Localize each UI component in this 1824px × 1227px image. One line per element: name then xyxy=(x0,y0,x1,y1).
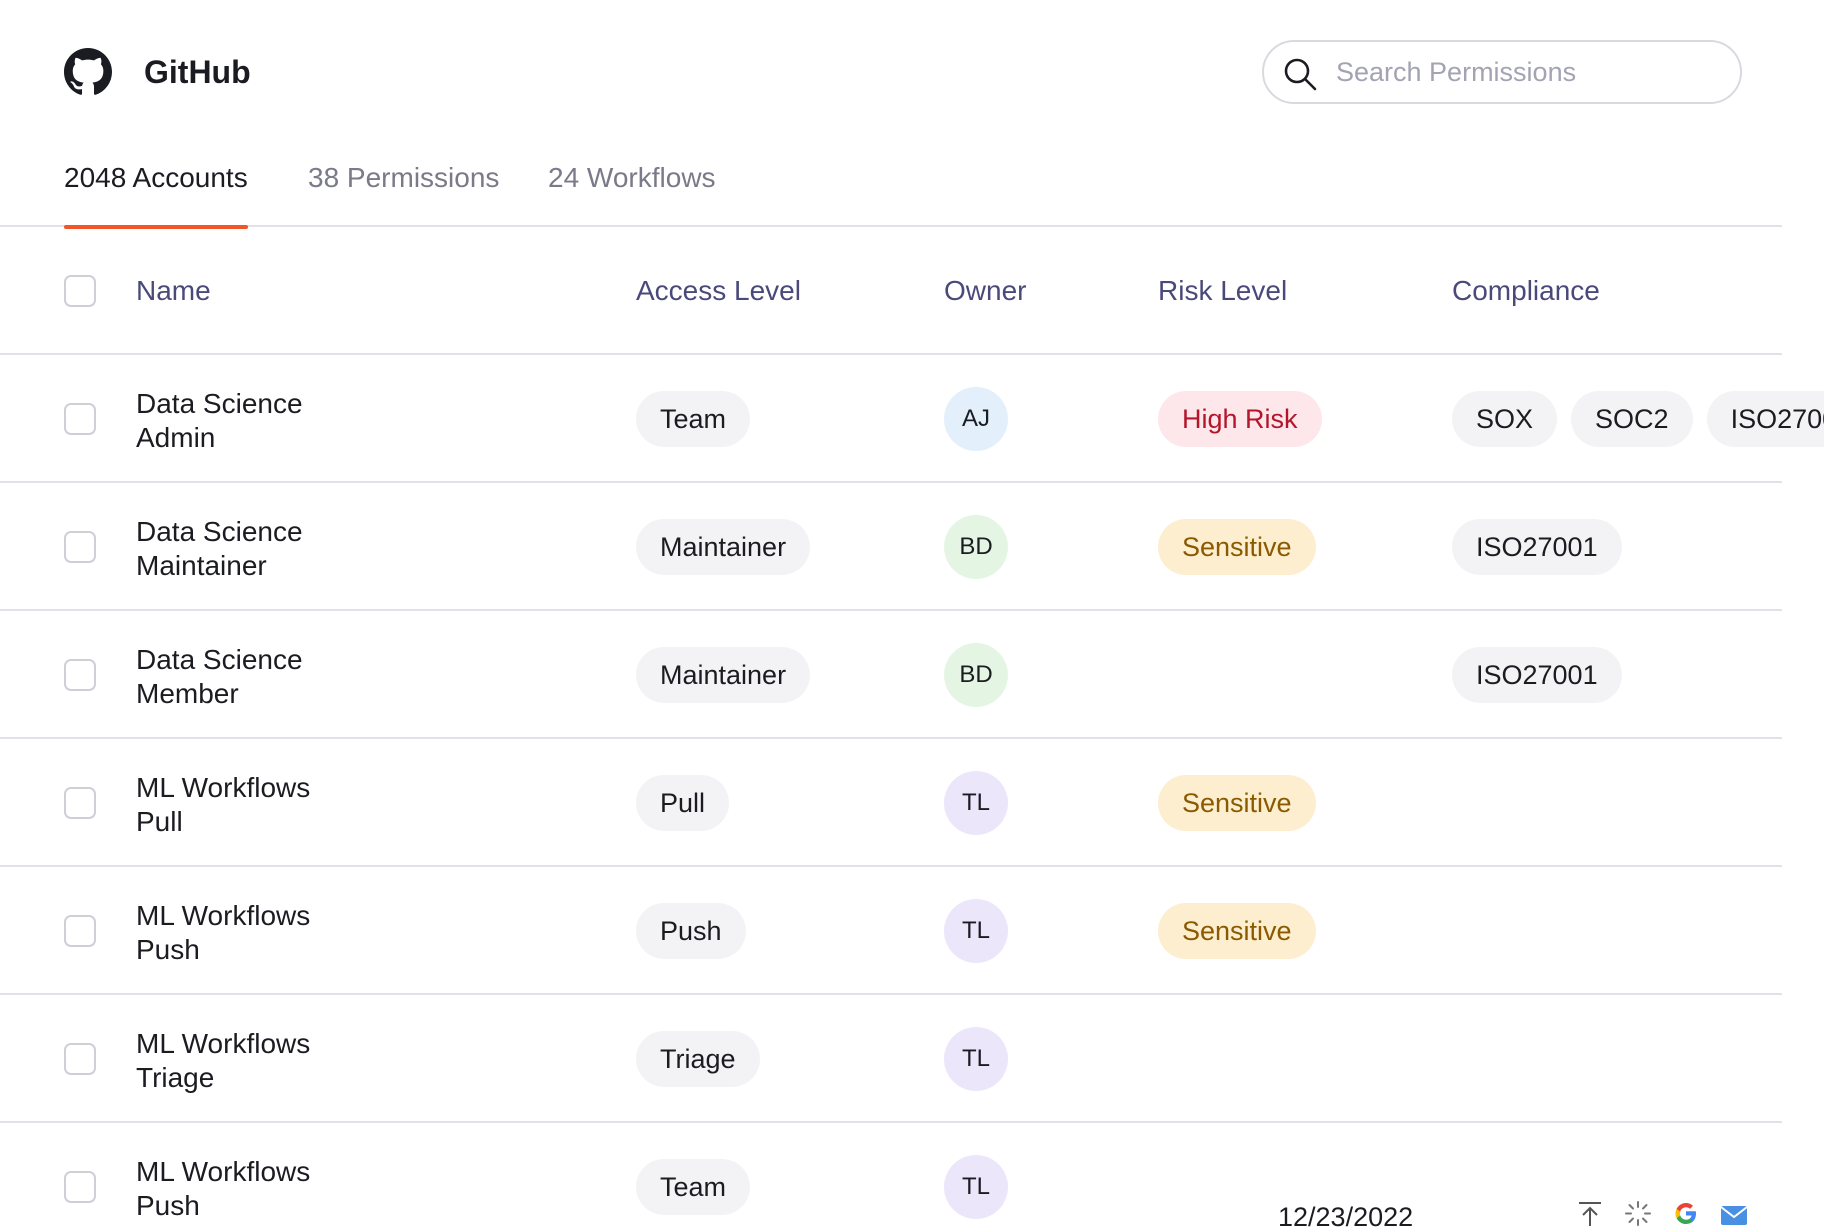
row-checkbox[interactable] xyxy=(64,403,96,435)
table-row[interactable]: Data Science Member Maintainer BD ISO270… xyxy=(0,611,1782,739)
account-name: Data Science Member xyxy=(136,643,303,711)
footer-date: 12/23/2022 xyxy=(1278,1202,1414,1227)
account-name: ML Workflows Push xyxy=(136,899,310,967)
search-input[interactable] xyxy=(1336,52,1726,92)
row-checkbox[interactable] xyxy=(64,915,96,947)
owner-avatar[interactable]: AJ xyxy=(944,387,1008,451)
search-box[interactable] xyxy=(1262,40,1742,104)
tab-permissions[interactable]: 38 Permissions xyxy=(308,162,500,193)
access-level-badge: Team xyxy=(636,391,751,447)
owner-avatar[interactable]: TL xyxy=(944,899,1008,963)
owner-avatar[interactable]: BD xyxy=(944,643,1008,707)
risk-badge-high: High Risk xyxy=(1158,391,1322,447)
table-row[interactable]: ML Workflows Triage Triage TL xyxy=(0,995,1782,1123)
table-row[interactable]: Data Science Admin Team AJ High Risk SOX… xyxy=(0,355,1824,483)
compliance-tag: ISO27001 xyxy=(1452,647,1622,703)
row-checkbox[interactable] xyxy=(64,1171,96,1203)
compliance-tags: ISO27001 xyxy=(1452,519,1636,575)
row-checkbox[interactable] xyxy=(64,1043,96,1075)
account-name: Data Science Admin xyxy=(136,387,303,455)
header: GitHub xyxy=(0,0,1824,140)
account-name-line2: Member xyxy=(136,678,239,709)
compliance-tag: SOC2 xyxy=(1571,391,1693,447)
column-header-name[interactable]: Name xyxy=(136,275,211,306)
column-header-access-level[interactable]: Access Level xyxy=(636,275,801,306)
owner-avatar[interactable]: TL xyxy=(944,771,1008,835)
account-name-line1: Data Science xyxy=(136,516,303,547)
account-name-line2: Push xyxy=(136,1190,200,1221)
table-row[interactable]: ML Workflows Push Team TL xyxy=(0,1123,1782,1227)
access-level-badge: Pull xyxy=(636,775,730,831)
column-header-risk-level[interactable]: Risk Level xyxy=(1158,275,1288,306)
compliance-tag: ISO27001 xyxy=(1452,519,1622,575)
risk-badge-sensitive: Sensitive xyxy=(1158,519,1316,575)
owner-avatar[interactable]: TL xyxy=(944,1155,1008,1219)
compliance-tags: ISO27001 xyxy=(1452,647,1636,703)
account-name: Data Science Maintainer xyxy=(136,515,303,583)
account-name: ML Workflows Pull xyxy=(136,771,310,839)
access-level-badge: Triage xyxy=(636,1031,760,1087)
row-checkbox[interactable] xyxy=(64,659,96,691)
row-checkbox[interactable] xyxy=(64,787,96,819)
access-level-badge: Maintainer xyxy=(636,647,811,703)
risk-badge-sensitive: Sensitive xyxy=(1158,775,1316,831)
account-name-line1: ML Workflows xyxy=(136,772,311,803)
app-title: GitHub xyxy=(144,54,251,90)
accounts-table: Name Access Level Owner Risk Level Compl… xyxy=(0,227,1824,1227)
access-level-badge: Team xyxy=(636,1159,751,1215)
compliance-tag: SOX xyxy=(1452,391,1558,447)
search-icon xyxy=(1282,56,1318,92)
account-name-line1: Data Science xyxy=(136,644,303,675)
account-name-line1: Data Science xyxy=(136,388,303,419)
column-header-owner[interactable]: Owner xyxy=(944,275,1027,306)
account-name-line1: ML Workflows xyxy=(136,1028,311,1059)
tab-workflows[interactable]: 24 Workflows xyxy=(548,162,716,193)
account-name-line2: Pull xyxy=(136,806,183,837)
access-level-badge: Push xyxy=(636,903,746,959)
access-level-badge: Maintainer xyxy=(636,519,811,575)
row-checkbox[interactable] xyxy=(64,531,96,563)
google-icon[interactable] xyxy=(1672,1200,1700,1227)
tab-bar: 2048 Accounts 38 Permissions 24 Workflow… xyxy=(0,140,1782,229)
table-row[interactable]: ML Workflows Pull Pull TL Sensitive xyxy=(0,739,1782,867)
owner-avatar[interactable]: BD xyxy=(944,515,1008,579)
mail-icon[interactable] xyxy=(1720,1200,1748,1227)
tab-accounts[interactable]: 2048 Accounts xyxy=(64,162,248,229)
table-header: Name Access Level Owner Risk Level Compl… xyxy=(0,227,1782,355)
upload-icon[interactable] xyxy=(1576,1200,1604,1227)
account-name: ML Workflows Triage xyxy=(136,1027,310,1095)
compliance-tag: ISO27001 xyxy=(1706,391,1824,447)
account-name-line1: ML Workflows xyxy=(136,900,311,931)
account-name-line2: Push xyxy=(136,934,200,965)
table-row[interactable]: Data Science Maintainer Maintainer BD Se… xyxy=(0,483,1782,611)
loading-icon xyxy=(1624,1200,1652,1227)
account-name-line1: ML Workflows xyxy=(136,1156,311,1187)
risk-badge-sensitive: Sensitive xyxy=(1158,903,1316,959)
account-name-line2: Maintainer xyxy=(136,550,267,581)
compliance-tags: SOXSOC2ISO27001 xyxy=(1452,391,1824,447)
owner-avatar[interactable]: TL xyxy=(944,1027,1008,1091)
table-row[interactable]: ML Workflows Push Push TL Sensitive xyxy=(0,867,1782,995)
column-header-compliance[interactable]: Compliance xyxy=(1452,275,1600,306)
github-icon[interactable] xyxy=(64,48,112,96)
account-name-line2: Admin xyxy=(136,422,216,453)
account-name-line2: Triage xyxy=(136,1062,215,1093)
account-name: ML Workflows Push xyxy=(136,1155,310,1223)
select-all-checkbox[interactable] xyxy=(64,275,96,307)
